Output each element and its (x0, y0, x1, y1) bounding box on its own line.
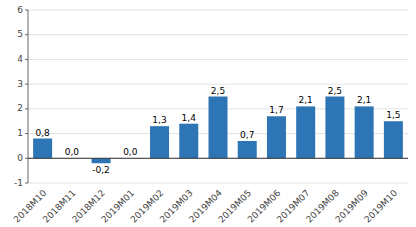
data-label: 1,4 (182, 113, 197, 123)
grid-line (28, 158, 408, 159)
grid-line (28, 183, 408, 184)
bar (384, 121, 403, 158)
data-label: 1,7 (269, 105, 283, 115)
bar (150, 126, 169, 158)
tick-label: 3 (17, 79, 23, 89)
data-label: 2,1 (299, 95, 313, 105)
tick-label: 2 (17, 103, 23, 113)
grid-line (28, 59, 408, 60)
chart-container: -1 0 1 2 3 4 5 6 0,8 0,0 -0,2 0,0 1,3 1,4 2,5 0,7 1,7 2,1… (0, 0, 416, 227)
bars (33, 97, 403, 164)
tick-label: 5 (17, 29, 23, 39)
data-label: 2,1 (357, 95, 371, 105)
data-label: -0,2 (92, 165, 110, 175)
data-labels: 0,8 0,0 -0,2 0,0 1,3 1,4 2,5 0,7 1,7 2,1 2,5 2,1 1,5 (35, 86, 400, 175)
grid (28, 10, 408, 183)
data-label: 0,0 (65, 147, 80, 157)
grid-line (28, 84, 408, 85)
data-label: 0,8 (35, 128, 50, 138)
bar (296, 106, 315, 158)
bar (238, 141, 257, 158)
tick-label: 4 (17, 54, 23, 64)
bar (209, 97, 228, 159)
data-label: 2,5 (328, 86, 342, 96)
data-label: 0,7 (240, 130, 254, 140)
grid-line (28, 34, 408, 35)
data-label: 2,5 (211, 86, 225, 96)
y-axis-line (28, 10, 29, 183)
tick-label: 6 (17, 5, 23, 15)
grid-line (28, 10, 408, 11)
bar (33, 139, 52, 159)
chart: -1 0 1 2 3 4 5 6 0,8 0,0 -0,2 0,0 1,3 1,4 2,5 0,7 1,7 2,1… (0, 0, 416, 227)
bar (267, 116, 286, 158)
y-axis: -1 0 1 2 3 4 5 6 (14, 5, 28, 188)
bar (355, 106, 374, 158)
data-label: 1,5 (386, 110, 400, 120)
data-label: 0,0 (123, 147, 138, 157)
bar (325, 97, 344, 159)
tick-label: 1 (17, 128, 23, 138)
tick-label: -1 (14, 178, 23, 188)
tick-label: 0 (17, 153, 23, 163)
baseline (28, 158, 408, 159)
data-label: 1,3 (152, 115, 166, 125)
bar (179, 124, 198, 159)
x-axis: 2018M102018M112018M122019M012019M022019M… (12, 188, 400, 225)
bar (92, 158, 111, 163)
tick-label: 2019M10 (362, 188, 399, 225)
